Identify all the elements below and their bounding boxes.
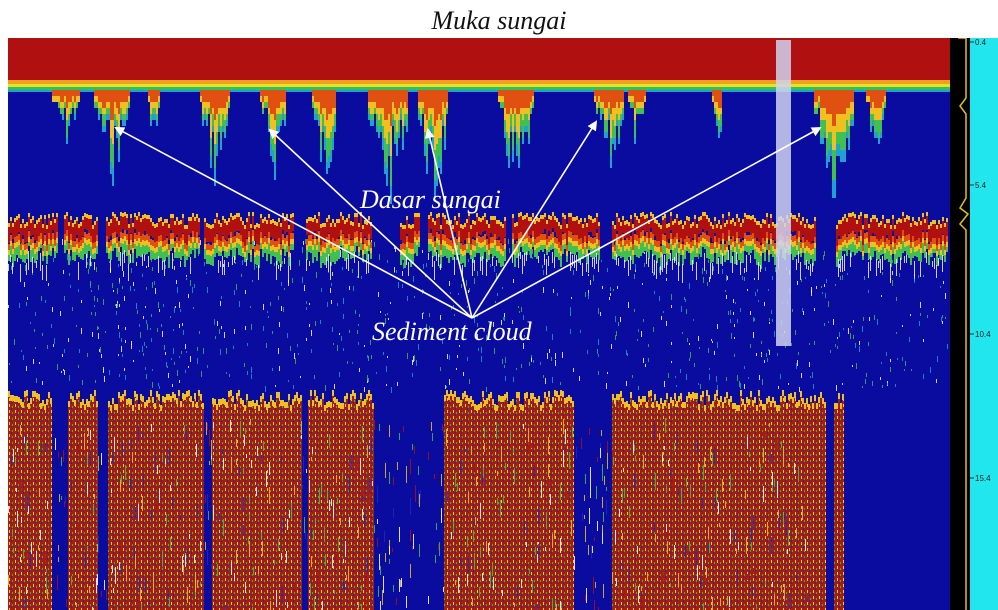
depth-tick-2: 10.4 — [975, 330, 991, 339]
depth-tick-0: 0.4 — [975, 38, 987, 47]
river-bottom-band — [8, 212, 948, 283]
river-bottom-label: Dasar sungai — [359, 185, 501, 214]
arrow-2 — [268, 128, 473, 319]
surface-band — [8, 38, 950, 92]
depth-tick-3: 15.4 — [975, 474, 991, 483]
surface-plumes — [52, 90, 886, 204]
arrow-1 — [114, 127, 473, 319]
arrow-5 — [471, 127, 822, 319]
deep-sediment-layer — [8, 390, 844, 610]
echogram: 0.4 5.4 10.4 15.4 Dasar sungai Sediment … — [8, 38, 998, 610]
depth-scale: 0.4 5.4 10.4 15.4 — [950, 38, 998, 610]
vertical-marker-strip — [776, 40, 791, 346]
annotation-arrows — [114, 120, 822, 319]
arrow-4 — [471, 120, 598, 319]
sediment-cloud-label: Sediment cloud — [372, 317, 533, 346]
image-title: Muka sungai — [431, 6, 567, 35]
arrow-3 — [424, 128, 473, 319]
depth-tick-1: 5.4 — [975, 181, 987, 190]
